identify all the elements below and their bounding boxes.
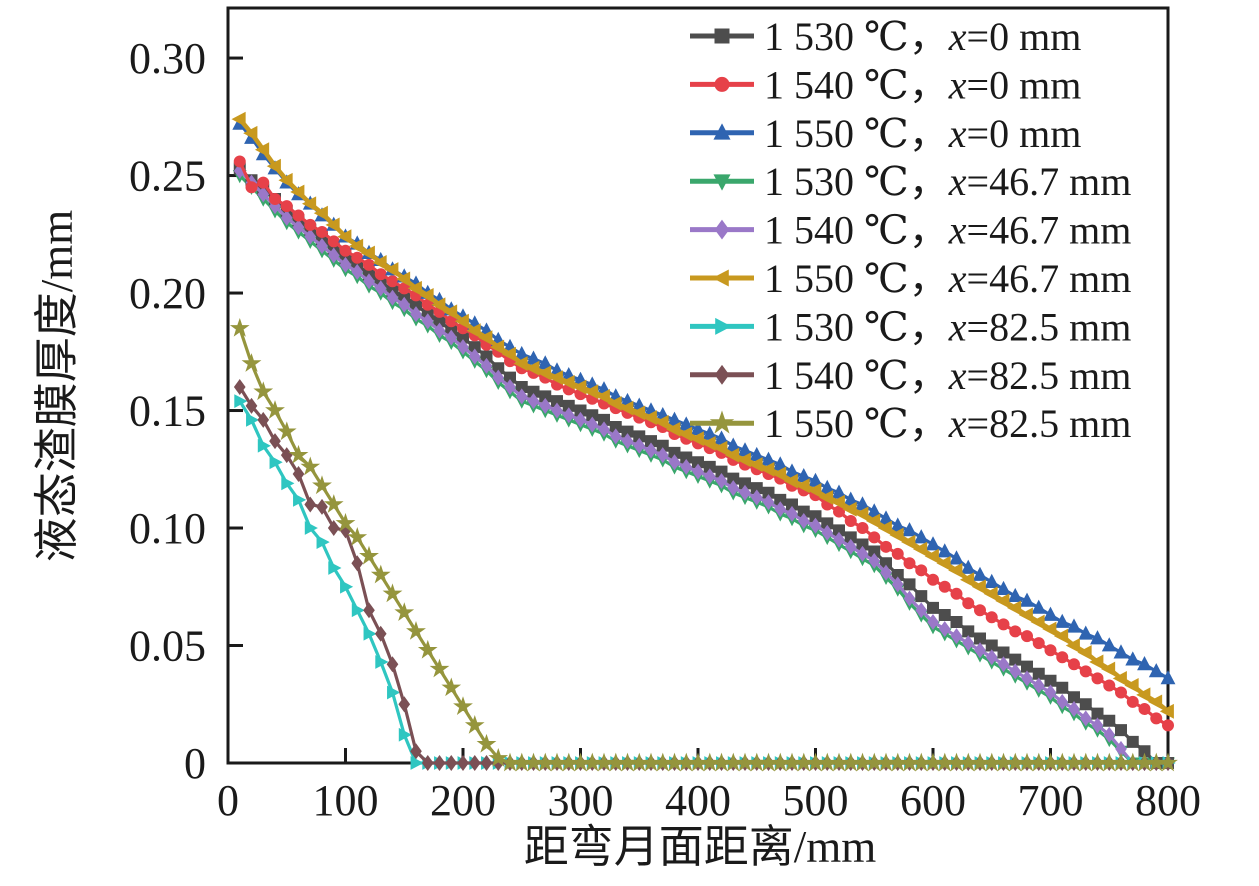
- x-tick-label: 600: [900, 776, 966, 825]
- plot-layer: 0 100 200 300 400 500 600 700 800 0 0.05 0.10 0.15 0.…: [129, 6, 1201, 825]
- legend-label: 1 540 ℃，x=46.7 mm: [764, 208, 1131, 253]
- legend-marker: [714, 219, 730, 240]
- x-tick-label: 800: [1135, 776, 1201, 825]
- legend-marker: [715, 317, 732, 335]
- series-4: [233, 162, 1174, 771]
- y-axis-title: 液态渣膜厚度/mm: [32, 210, 82, 563]
- legend-item-0: 1 530 ℃，x=0 mm: [690, 14, 1081, 59]
- legend-marker: [714, 76, 730, 92]
- y-tick-label: 0.05: [129, 622, 206, 671]
- legend-marker: [714, 28, 730, 44]
- legend-label: 1 530 ℃，x=46.7 mm: [764, 159, 1131, 204]
- x-tick-label: 200: [430, 776, 496, 825]
- x-tick-label: 0: [217, 776, 239, 825]
- legend-label: 1 540 ℃，x=82.5 mm: [764, 353, 1131, 398]
- legend-item-8: 1 550 ℃，x=82.5 mm: [690, 401, 1131, 446]
- legend-marker: [709, 410, 735, 434]
- x-axis-title: 距弯月面距离/mm: [524, 822, 877, 872]
- legend-marker: [713, 174, 731, 191]
- series-markers: [233, 379, 1174, 771]
- x-tick-label: 500: [783, 776, 849, 825]
- legend-marker: [714, 364, 730, 385]
- legend-item-2: 1 550 ℃，x=0 mm: [690, 111, 1081, 156]
- legend-label: 1 540 ℃，x=0 mm: [764, 62, 1081, 107]
- x-tick-label: 400: [665, 776, 731, 825]
- legend-item-1: 1 540 ℃，x=0 mm: [690, 62, 1081, 107]
- y-tick-label: 0.20: [129, 269, 206, 318]
- legend-marker: [713, 123, 731, 140]
- x-tick-label: 700: [1018, 776, 1084, 825]
- legend-item-7: 1 540 ℃，x=82.5 mm: [690, 353, 1131, 398]
- x-tick-label: 100: [313, 776, 379, 825]
- series-5: [231, 111, 1174, 719]
- legend-label: 1 530 ℃，x=82.5 mm: [764, 304, 1131, 349]
- series-markers: [229, 317, 1178, 772]
- series-markers: [231, 111, 1174, 719]
- series-0: [233, 162, 1174, 769]
- y-tick-label: 0.10: [129, 504, 206, 553]
- y-tick-label: 0.30: [129, 34, 206, 83]
- legend-label: 1 550 ℃，x=82.5 mm: [764, 401, 1131, 446]
- legend-item-5: 1 550 ℃，x=46.7 mm: [690, 256, 1131, 301]
- legend-label: 1 550 ℃，x=46.7 mm: [764, 256, 1131, 301]
- y-tick-label: 0: [184, 739, 206, 788]
- y-tick-label: 0.15: [129, 387, 206, 436]
- legend-label: 1 550 ℃，x=0 mm: [764, 111, 1081, 156]
- series-line: [238, 400, 1168, 765]
- legend-marker: [712, 269, 729, 287]
- x-tick-label: 300: [548, 776, 614, 825]
- y-tick-label: 0.25: [129, 152, 206, 201]
- series-markers: [233, 162, 1174, 771]
- legend: 1 530 ℃，x=0 mm1 540 ℃，x=0 mm1 550 ℃，x=0 …: [690, 14, 1131, 446]
- legend-item-4: 1 540 ℃，x=46.7 mm: [690, 208, 1131, 253]
- legend-item-3: 1 530 ℃，x=46.7 mm: [690, 159, 1131, 204]
- series-8: [229, 317, 1178, 772]
- legend-label: 1 530 ℃，x=0 mm: [764, 14, 1081, 59]
- legend-item-6: 1 530 ℃，x=82.5 mm: [690, 304, 1131, 349]
